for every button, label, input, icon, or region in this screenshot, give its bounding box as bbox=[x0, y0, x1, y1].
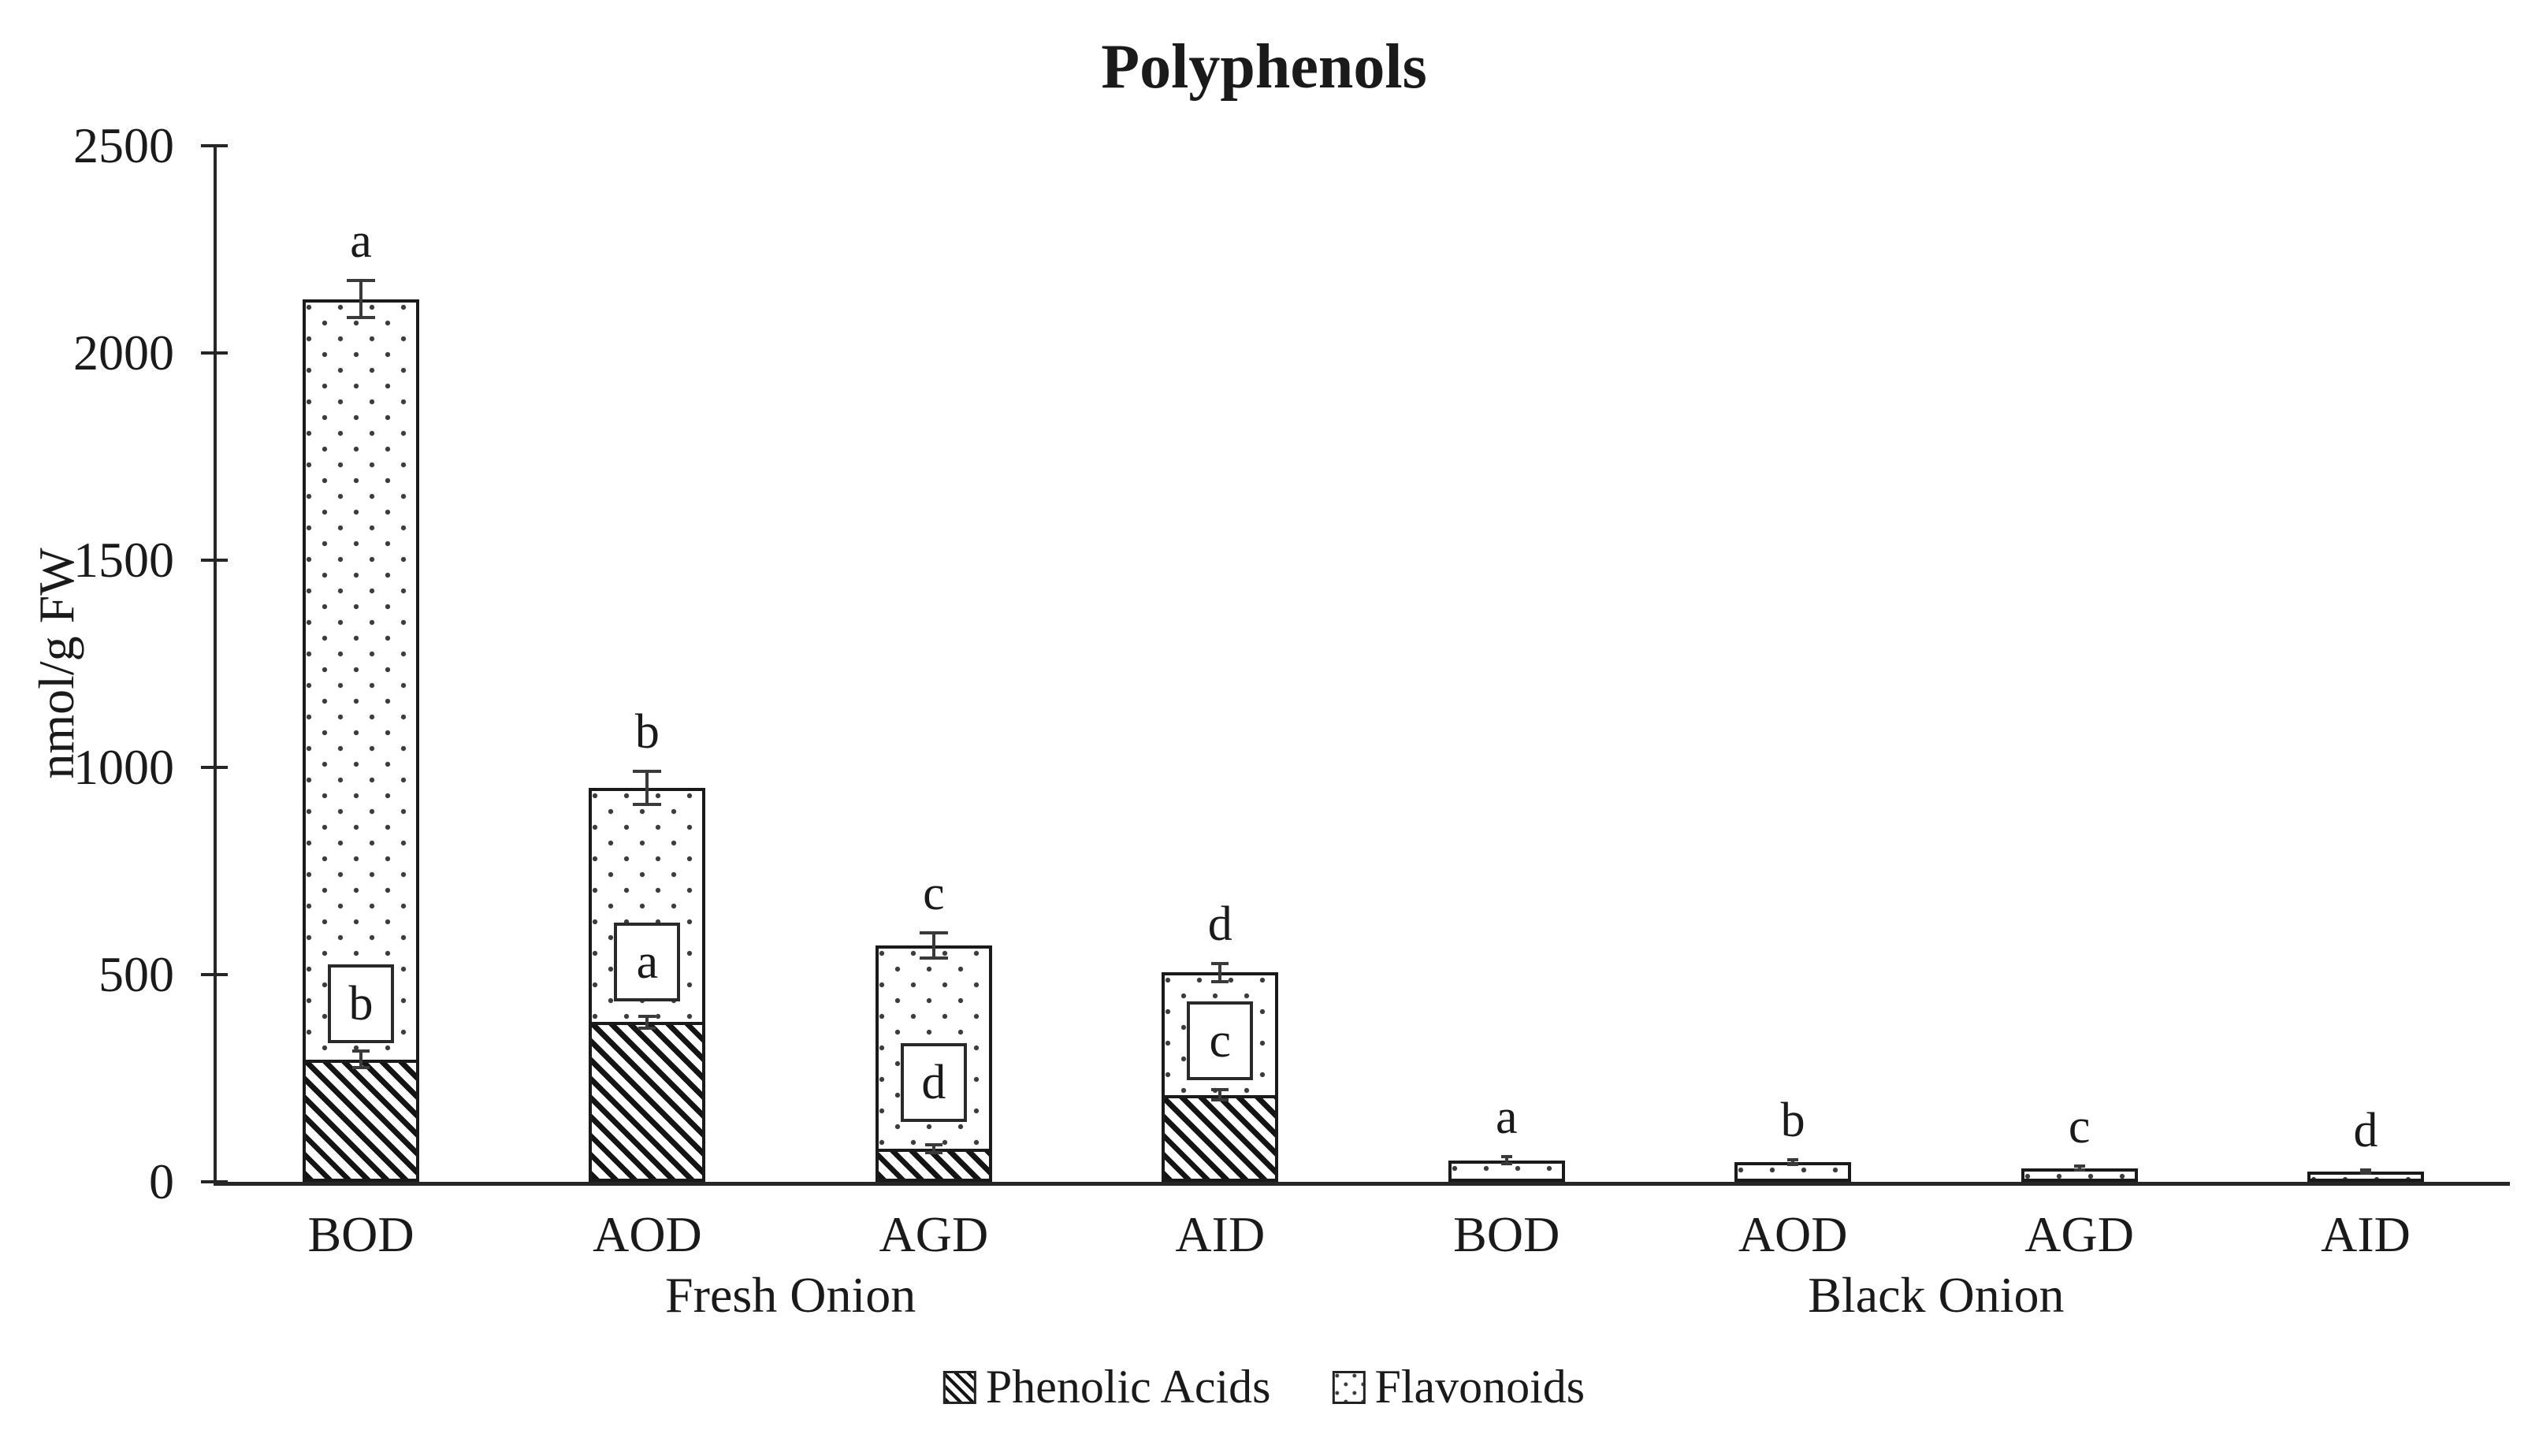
error-bar bbox=[359, 1051, 362, 1068]
error-bar-cap bbox=[1500, 1155, 1512, 1159]
bar-segment-flavonoids bbox=[303, 299, 419, 1063]
y-axis-line bbox=[214, 146, 217, 1185]
error-bar-cap bbox=[919, 956, 948, 960]
sig-letter: b bbox=[1780, 1093, 1805, 1147]
error-bar bbox=[1218, 963, 1222, 982]
sig-letter: b bbox=[634, 705, 660, 760]
x-axis-line bbox=[214, 1182, 2510, 1186]
x-category-label: AID bbox=[2321, 1206, 2411, 1262]
error-bar bbox=[1218, 1090, 1222, 1100]
error-bar-cap bbox=[1500, 1161, 1512, 1165]
error-bar-cap bbox=[633, 803, 662, 807]
error-bar-cap bbox=[638, 1014, 656, 1018]
legend-item-phenolic-acids: Phenolic Acids bbox=[942, 1360, 1271, 1414]
error-bar bbox=[1791, 1159, 1795, 1164]
error-bar bbox=[645, 1016, 649, 1029]
x-group-label: Fresh Onion bbox=[665, 1267, 916, 1323]
sig-letter: c bbox=[2068, 1100, 2091, 1153]
bar-segment-phenolic bbox=[589, 1022, 706, 1182]
sig-letter: a bbox=[350, 214, 372, 268]
error-bar-cap bbox=[1211, 979, 1229, 983]
error-bar-cap bbox=[2360, 1171, 2371, 1175]
error-bar-cap bbox=[924, 1142, 942, 1146]
error-bar-cap bbox=[1211, 961, 1229, 965]
x-category-label: AGD bbox=[879, 1206, 989, 1262]
bar-segment-phenolic bbox=[1162, 1094, 1279, 1182]
error-bar bbox=[931, 1144, 935, 1153]
y-tick-label: 500 bbox=[99, 946, 174, 1002]
sig-letter: d bbox=[1207, 897, 1232, 951]
boxed-sig-letter-text: c bbox=[1209, 1014, 1232, 1068]
chart-title: Polyphenols bbox=[1101, 32, 1427, 102]
x-category-label: AOD bbox=[1738, 1206, 1848, 1262]
error-bar-cap bbox=[2073, 1168, 2085, 1172]
sig-letter: c bbox=[923, 867, 945, 921]
x-group-label: Black Onion bbox=[1808, 1267, 2065, 1323]
legend-item-flavonoids: Flavonoids bbox=[1332, 1360, 1585, 1414]
boxed-sig-letter: b bbox=[328, 964, 394, 1043]
legend-swatch-hatch-icon bbox=[942, 1370, 976, 1404]
x-category-label: AGD bbox=[2024, 1206, 2134, 1262]
error-bar-cap bbox=[2073, 1164, 2085, 1168]
boxed-sig-letter: c bbox=[1187, 1001, 1254, 1081]
legend-swatch-dots-icon bbox=[1332, 1370, 1366, 1404]
bar-segment-flavonoids bbox=[1162, 972, 1279, 1098]
sig-letter: a bbox=[1495, 1090, 1518, 1145]
error-bar-cap bbox=[347, 316, 375, 320]
boxed-sig-letter-text: b bbox=[348, 976, 374, 1031]
x-category-label: BOD bbox=[307, 1206, 415, 1262]
error-bar-cap bbox=[352, 1066, 370, 1070]
boxed-sig-letter: a bbox=[614, 923, 681, 1002]
error-bar-cap bbox=[924, 1151, 942, 1155]
boxed-sig-letter-text: d bbox=[921, 1055, 946, 1109]
error-bar-cap bbox=[919, 931, 948, 935]
legend-item-label: Phenolic Acids bbox=[985, 1361, 1271, 1413]
error-bar-cap bbox=[638, 1027, 656, 1031]
bar-segment-phenolic bbox=[303, 1059, 419, 1182]
y-tick bbox=[201, 559, 228, 562]
error-bar-cap bbox=[352, 1049, 370, 1053]
error-bar bbox=[2364, 1169, 2367, 1173]
error-bar-cap bbox=[1787, 1157, 1799, 1161]
error-bar bbox=[359, 280, 362, 318]
error-bar-cap bbox=[633, 770, 662, 774]
error-bar bbox=[931, 933, 935, 958]
y-tick-label: 2000 bbox=[73, 325, 174, 381]
error-bar bbox=[1504, 1157, 1508, 1164]
y-tick bbox=[201, 973, 228, 976]
x-category-label: AOD bbox=[593, 1206, 702, 1262]
error-bar-cap bbox=[1211, 1088, 1229, 1092]
boxed-sig-letter-text: a bbox=[636, 935, 659, 990]
error-bar-cap bbox=[2360, 1168, 2371, 1172]
legend-item-label: Flavonoids bbox=[1374, 1361, 1586, 1413]
x-category-label: BOD bbox=[1453, 1206, 1560, 1262]
error-bar-cap bbox=[1211, 1098, 1229, 1101]
legend: Phenolic Acids Flavonoids bbox=[942, 1360, 1585, 1414]
y-tick bbox=[201, 1180, 228, 1183]
y-tick-label: 0 bbox=[149, 1153, 174, 1209]
y-tick bbox=[201, 766, 228, 769]
error-bar bbox=[2077, 1166, 2081, 1171]
y-tick-label: 1500 bbox=[73, 532, 174, 588]
x-category-label: AID bbox=[1175, 1206, 1266, 1262]
y-tick-label: 1000 bbox=[73, 739, 174, 795]
y-tick bbox=[201, 144, 228, 147]
y-tick bbox=[201, 351, 228, 355]
error-bar-cap bbox=[1787, 1162, 1799, 1166]
error-bar-cap bbox=[347, 278, 375, 282]
y-tick-label: 2500 bbox=[73, 117, 174, 173]
sig-letter: d bbox=[2353, 1103, 2378, 1157]
boxed-sig-letter: d bbox=[900, 1042, 967, 1122]
error-bar bbox=[645, 771, 649, 805]
